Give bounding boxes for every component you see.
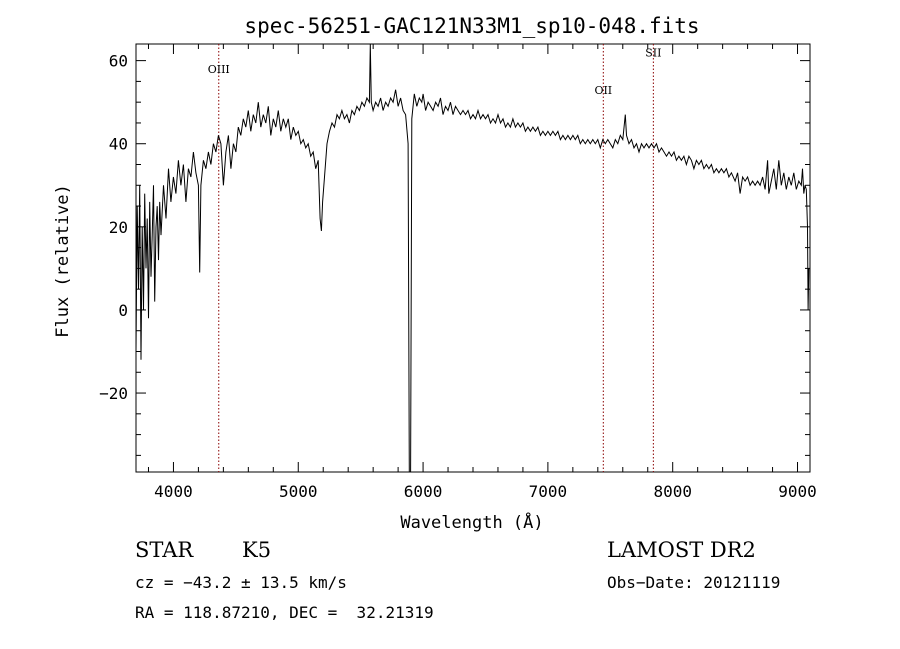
x-tick-label: 8000 [653, 482, 692, 501]
x-tick-label: 9000 [778, 482, 817, 501]
y-tick-label: 60 [109, 52, 128, 71]
obs-date: Obs−Date: 20121119 [607, 573, 781, 592]
line-label-oii: OII [594, 84, 612, 97]
emission-line-markers: OIII OII SII [208, 44, 661, 472]
line-label-sii: SII [645, 46, 661, 59]
y-tick-label: −20 [99, 384, 128, 403]
chart-title: spec-56251-GAC121N33M1_sp10-048.fits [244, 14, 699, 38]
coordinates: RA = 118.87210, DEC = 32.21319 [135, 603, 434, 622]
axis-ticks: 4000 5000 6000 7000 8000 9000 −20 0 20 40 60 [99, 44, 817, 501]
y-tick-label: 40 [109, 135, 128, 154]
line-label-oiii: OIII [208, 63, 230, 76]
x-axis-label: Wavelength (Å) [400, 511, 543, 533]
survey-label: LAMOST DR2 [607, 538, 756, 562]
spectral-subclass: K5 [242, 538, 272, 562]
plot-frame [135, 43, 811, 473]
redshift-line: cz = −43.2 ± 13.5 km/s [135, 573, 347, 592]
y-axis-label: Flux (relative) [53, 184, 73, 338]
x-tick-label: 7000 [529, 482, 568, 501]
y-tick-label: 0 [118, 301, 128, 320]
x-tick-label: 4000 [154, 482, 193, 501]
x-tick-label: 6000 [404, 482, 443, 501]
spectrum-line [135, 43, 810, 473]
y-tick-label: 20 [109, 218, 128, 237]
x-tick-label: 5000 [279, 482, 318, 501]
spectral-class: STAR [135, 538, 194, 562]
